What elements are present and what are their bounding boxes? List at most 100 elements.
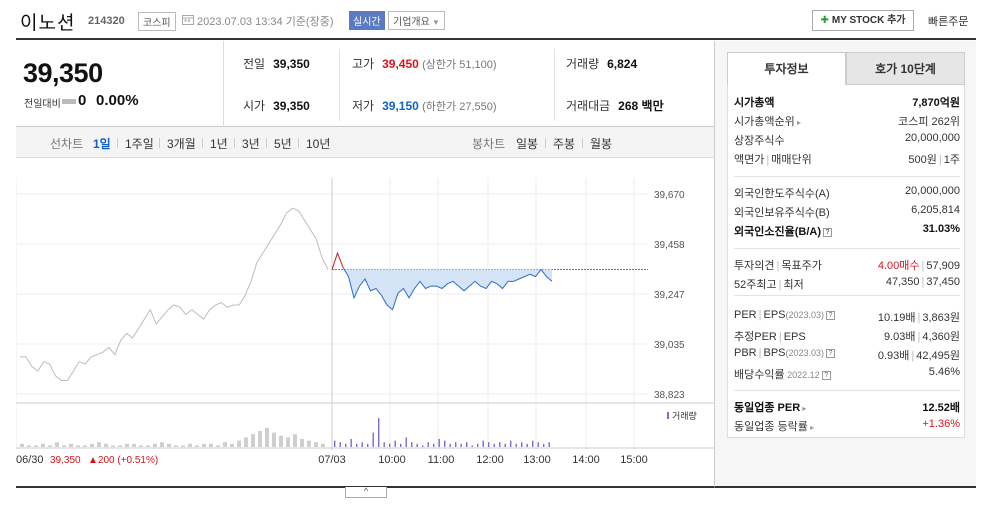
info-row-value: 7,870억원 <box>912 94 960 110</box>
separator: | <box>938 154 942 166</box>
period-10y[interactable]: 10년 <box>306 137 331 151</box>
period-5y[interactable]: 5년 <box>274 137 292 151</box>
separator: | <box>758 347 762 359</box>
volume-bar <box>111 445 115 447</box>
period-3y[interactable]: 3년 <box>242 137 260 151</box>
stat-open-label: 시가 <box>243 99 266 113</box>
volume-bar <box>521 442 523 447</box>
info-row: 외국인한도주식수(A) 20,000,000 <box>734 185 960 203</box>
info-row-label[interactable]: 동일업종 등락률 ▸ <box>734 418 814 434</box>
info-value: 코스피 262위 <box>898 116 960 128</box>
info-label-period: 2022.12 <box>784 370 820 380</box>
y-tick-label: 39,247 <box>654 290 685 301</box>
chart-period-bar: 선차트 1일 1주일 3개월 1년 3년 5년 10년 봉차트 일봉 주봉 월봉 <box>16 127 714 158</box>
help-icon[interactable]: ? <box>823 228 832 237</box>
info-row-label[interactable]: 시가총액순위 ▸ <box>734 113 801 129</box>
period-1y[interactable]: 1년 <box>210 137 228 151</box>
info-label: 52주최고 <box>734 279 777 291</box>
flat-change-icon <box>62 99 76 104</box>
info-row: PBR | BPS(2023.03)? 0.93배 | 42,495원 <box>734 347 960 365</box>
volume-bar <box>251 434 255 447</box>
volume-bar <box>356 443 358 447</box>
volume-bar <box>543 443 545 447</box>
info-label: 투자의견 <box>734 260 775 272</box>
volume-bar <box>389 443 391 447</box>
tab-investment-info[interactable]: 투자정보 <box>727 52 846 85</box>
volume-bar <box>195 445 199 447</box>
info-row-value: 20,000,000 <box>905 132 960 144</box>
add-my-stock-button[interactable]: ✚ MY STOCK 추가 <box>812 10 914 31</box>
x-tick-label: 12:00 <box>476 454 504 466</box>
info-row: PER | EPS(2023.03)? 10.19배 | 3,863원 <box>734 309 960 327</box>
info-row: 추정PER | EPS 9.03배 | 4,360원 <box>734 328 960 346</box>
corp-info-dropdown[interactable]: 기업개요 ▼ <box>388 11 445 30</box>
prev-day-change: ▲200 (+0.51%) <box>88 455 158 466</box>
separator: | <box>921 260 925 272</box>
today-area <box>332 269 552 310</box>
volume-bar <box>265 427 269 447</box>
info-value-secondary: 1주 <box>943 154 960 166</box>
info-label: 외국인보유주식수(B) <box>734 207 830 219</box>
today-down-line <box>342 266 553 311</box>
volume-bar <box>471 445 473 447</box>
info-value-secondary: 4,360원 <box>922 331 960 343</box>
info-row: 외국인보유주식수(B) 6,205,814 <box>734 204 960 222</box>
info-value: 10.19배 <box>877 312 916 324</box>
tab-order-book[interactable]: 호가 10단계 <box>846 52 965 85</box>
volume-bar <box>510 440 512 447</box>
volume-bar <box>339 442 341 447</box>
stat-prev: 전일 39,350 <box>243 55 310 72</box>
candle-monthly[interactable]: 월봉 <box>590 137 613 151</box>
info-label-secondary: EPS <box>783 331 806 343</box>
volume-bar <box>90 443 94 447</box>
collapse-toggle[interactable]: ^ <box>345 487 387 498</box>
info-value: 0.93배 <box>877 350 910 362</box>
info-row-value: 31.03% <box>923 223 960 235</box>
info-row: 외국인소진율(B/A)? 31.03% <box>734 223 960 241</box>
volume-bar <box>48 445 52 447</box>
y-tick-label: 39,670 <box>654 190 685 201</box>
volume-bar <box>125 443 129 447</box>
plus-icon: ✚ <box>820 15 829 26</box>
stat-prev-label: 전일 <box>243 57 266 71</box>
candle-weekly[interactable]: 주봉 <box>553 137 576 151</box>
info-row-value: 12.52배 <box>922 399 960 415</box>
volume-bar <box>83 445 87 447</box>
period-1d[interactable]: 1일 <box>93 137 111 151</box>
info-row-value: 5.46% <box>929 366 960 378</box>
volume-bar <box>504 443 506 447</box>
help-icon[interactable]: ? <box>826 311 836 320</box>
info-value: 6,205,814 <box>911 204 960 216</box>
volume-bar <box>293 434 297 447</box>
volume-bar <box>69 443 73 447</box>
period-1w[interactable]: 1주일 <box>125 137 154 151</box>
volume-bar <box>361 442 363 447</box>
volume-bar <box>167 443 171 447</box>
help-icon[interactable]: ? <box>826 349 836 358</box>
help-icon[interactable]: ? <box>821 371 831 380</box>
caret-down-icon: ▼ <box>431 18 440 27</box>
info-row-label[interactable]: 동일업종 PER ▸ <box>734 399 806 415</box>
stat-open-value: 39,350 <box>273 99 310 113</box>
candle-daily[interactable]: 일봉 <box>516 137 539 151</box>
stat-trade-value-label: 거래대금 <box>566 99 611 113</box>
quick-order-link[interactable]: 빠른주문 <box>928 16 969 28</box>
info-row: 동일업종 등락률 ▸ +1.36% <box>734 418 960 436</box>
info-label: 외국인한도주식수(A) <box>734 188 830 200</box>
info-value-secondary: 37,450 <box>926 276 960 288</box>
x-tick-label: 15:00 <box>620 454 648 466</box>
add-my-stock-label: MY STOCK 추가 <box>831 15 906 26</box>
stat-low-value: 39,150 <box>382 99 419 113</box>
volume-bar <box>216 445 220 447</box>
info-value: 47,350 <box>885 276 920 288</box>
realtime-badge: 실시간 <box>349 11 385 30</box>
separator <box>266 138 267 148</box>
stat-volume-label: 거래량 <box>566 57 600 71</box>
period-3m[interactable]: 3개월 <box>167 137 196 151</box>
stat-high: 고가 39,450 (상한가 51,100) <box>352 55 497 72</box>
price-summary: 39,350 전일대비 0 0.00% <box>16 41 224 127</box>
info-row-value: 0.93배 | 42,495원 <box>878 347 960 363</box>
info-label: 시가총액순위 <box>734 116 795 128</box>
x-tick-label: 14:00 <box>572 454 600 466</box>
volume-bar <box>230 443 234 447</box>
